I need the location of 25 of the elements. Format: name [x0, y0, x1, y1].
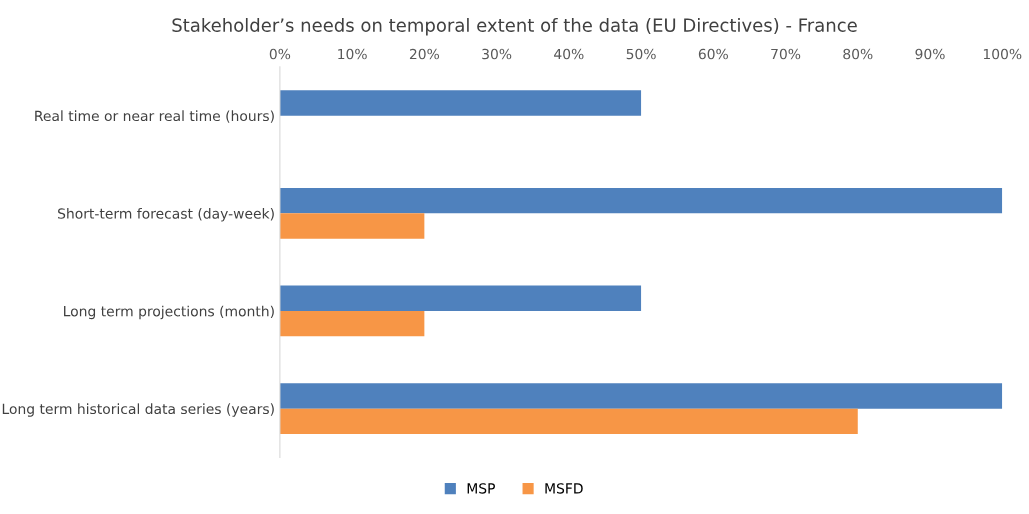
x-tick-label: 40%: [554, 48, 584, 60]
legend-label: MSP: [467, 483, 495, 494]
bar: [279, 187, 1003, 214]
x-tick-label: 10%: [338, 48, 367, 60]
x-tick-label: 50%: [626, 48, 656, 60]
x-tick-label: 70%: [771, 48, 801, 60]
chart-title: Stakeholder’s needs on temporal extent of the data (EU Directives) - France: [172, 17, 857, 36]
bar: [279, 383, 1003, 409]
bar: [279, 310, 425, 337]
bar: [279, 408, 858, 435]
x-tick-label: 100%: [983, 48, 1022, 60]
x-tick-label: 20%: [409, 48, 440, 60]
x-tick-label: 0%: [269, 48, 291, 60]
bar: [279, 213, 425, 239]
y-tick-label: Long term projections (month): [64, 305, 274, 320]
x-tick-label: 80%: [843, 48, 873, 60]
x-tick-label: 60%: [698, 48, 728, 60]
x-tick-label: 30%: [482, 48, 512, 60]
y-tick-label: Long term historical data series (years): [2, 403, 274, 417]
bar: [279, 285, 642, 311]
bar: [279, 90, 642, 116]
y-tick-label: Real time or near real time (hours): [35, 110, 274, 123]
legend-label: MSFD: [545, 483, 583, 494]
y-tick-label: Short-term forecast (day-week): [58, 208, 274, 222]
x-tick-label: 90%: [915, 48, 945, 60]
